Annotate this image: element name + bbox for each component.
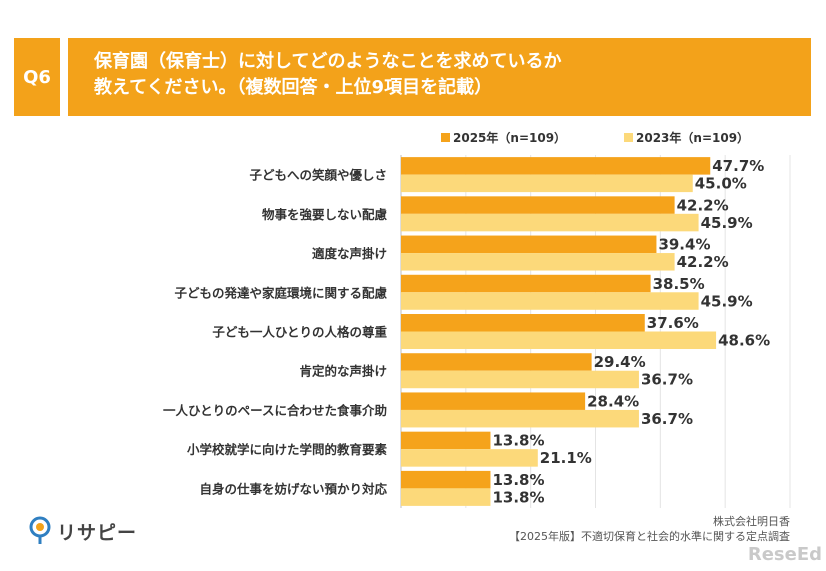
bar-2023 xyxy=(401,174,693,193)
value-label-2023: 21.1% xyxy=(540,449,592,467)
category-label: 小学校就学に向けた学問的教育要素 xyxy=(186,442,388,457)
legend-label-2023: 2023年（n=109） xyxy=(636,131,750,145)
bar-2023 xyxy=(401,409,639,428)
bar-2025 xyxy=(401,196,675,214)
value-label-2023: 48.6% xyxy=(718,332,770,350)
category-label: 子どもの発達や家庭環境に関する配慮 xyxy=(174,285,387,300)
value-label-2025: 28.4% xyxy=(587,392,639,410)
chart-legend: 2025年（n=109） 2023年（n=109） xyxy=(0,129,826,145)
legend-item-2025: 2025年（n=109） xyxy=(441,129,566,146)
legend-swatch-2025 xyxy=(441,133,450,142)
value-label-2025: 47.7% xyxy=(712,157,764,175)
category-label: 子どもへの笑顔や優しさ xyxy=(249,168,387,183)
brand-name: リサピー xyxy=(57,521,138,544)
question-number: Q6 xyxy=(23,66,51,88)
bar-2025 xyxy=(401,431,491,450)
bar-2025 xyxy=(401,470,491,489)
question-title-line1: 保育園（保育士）に対してどのようなことを求めているか xyxy=(94,51,562,72)
category-label: 適度な声掛け xyxy=(312,246,387,261)
source-note: 株式会社明日香 【2025年版】不適切保育と社会的水準に関する定点調査 xyxy=(509,514,790,544)
bar-2023 xyxy=(401,370,639,389)
value-label-2023: 45.9% xyxy=(701,292,753,310)
question-title-line2: 教えてください。（複数回答・上位9項目を記載） xyxy=(94,77,493,98)
bar-2023 xyxy=(401,488,491,506)
brand-logo: リサピー xyxy=(28,516,137,546)
bar-2023 xyxy=(401,213,699,232)
bar-2023 xyxy=(401,331,717,349)
bar-2025 xyxy=(401,157,711,175)
question-title-banner: 保育園（保育士）に対してどのようなことを求めているか 教えてください。（複数回答… xyxy=(68,38,811,116)
category-label: 子ども一人ひとりの人格の尊重 xyxy=(212,325,387,340)
legend-label-2025: 2025年（n=109） xyxy=(453,131,567,145)
bar-2025 xyxy=(401,314,645,332)
question-number-badge: Q6 xyxy=(14,38,60,116)
value-label-2023: 36.7% xyxy=(641,410,693,428)
legend-swatch-2023 xyxy=(624,133,633,142)
value-label-2023: 45.9% xyxy=(701,214,753,232)
bar-2025 xyxy=(401,392,586,410)
value-label-2025: 39.4% xyxy=(658,236,710,254)
value-label-2023: 42.2% xyxy=(677,253,729,271)
bar-2025 xyxy=(401,235,657,254)
source-survey: 【2025年版】不適切保育と社会的水準に関する定点調査 xyxy=(509,530,790,543)
category-label: 肯定的な声掛け xyxy=(299,364,387,379)
value-label-2023: 45.0% xyxy=(695,175,747,193)
bar-2025 xyxy=(401,353,592,371)
brand-pin-icon xyxy=(29,516,51,544)
value-label-2025: 42.2% xyxy=(677,196,729,214)
value-label-2025: 37.6% xyxy=(647,314,699,332)
bar-2023 xyxy=(401,292,699,310)
value-label-2025: 13.8% xyxy=(492,471,544,489)
source-company: 株式会社明日香 xyxy=(713,515,790,528)
legend-item-2023: 2023年（n=109） xyxy=(624,129,749,146)
value-label-2025: 38.5% xyxy=(653,275,705,293)
watermark-text: ReseEd xyxy=(747,544,822,565)
bar-2025 xyxy=(401,274,651,293)
bar-2023 xyxy=(401,253,675,271)
value-label-2023: 36.7% xyxy=(641,371,693,389)
value-label-2025: 29.4% xyxy=(594,353,646,371)
category-label: 自身の仕事を妨げない預かり対応 xyxy=(199,481,387,496)
value-label-2023: 13.8% xyxy=(492,488,544,506)
value-label-2025: 13.8% xyxy=(492,432,544,450)
bar-2023 xyxy=(401,449,538,467)
category-label: 物事を強要しない配慮 xyxy=(262,207,388,222)
category-label: 一人ひとりのペースに合わせた食事介助 xyxy=(163,403,387,418)
